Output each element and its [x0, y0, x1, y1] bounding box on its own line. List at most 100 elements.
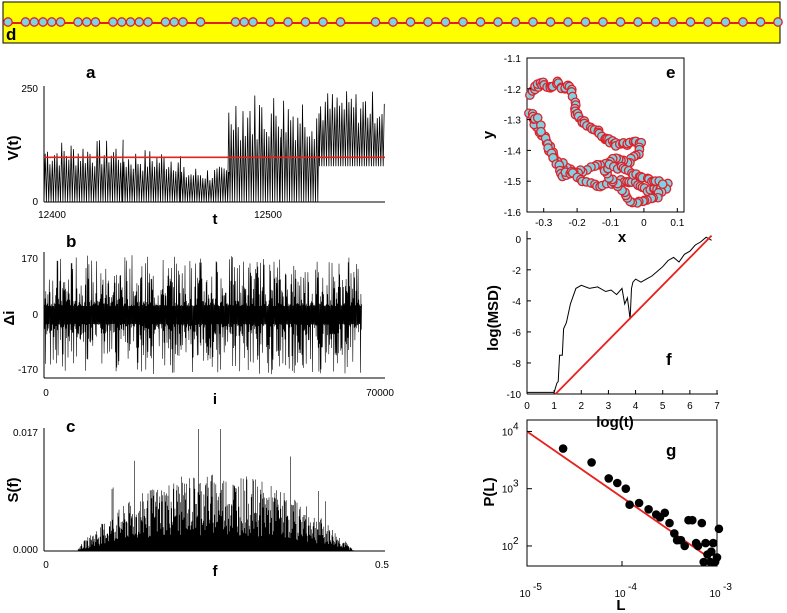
a-ylabel: V(t) — [5, 136, 22, 161]
a-xtick-label: 12500 — [254, 210, 282, 221]
panel-b: b 170 0 -170 0 70000 i Δi — [1, 232, 394, 408]
panel-letter-d: d — [6, 25, 16, 44]
strip-dot — [29, 17, 40, 27]
e-ytick-label: -1.1 — [504, 54, 522, 65]
strip-dot — [580, 17, 591, 27]
f-yticks: 0 -2 -4 -6 -8 -10 — [507, 235, 531, 401]
strip-dot — [510, 17, 521, 27]
strip-dot — [3, 17, 13, 27]
c-spectrum — [77, 429, 355, 551]
f-xtick-label: 5 — [660, 401, 666, 412]
strip-dot — [90, 17, 101, 27]
g-point — [625, 500, 634, 510]
strip-dot — [475, 17, 486, 27]
e-point — [536, 126, 546, 137]
strip-dot — [738, 17, 748, 27]
f-ytick-label: -6 — [512, 328, 521, 339]
e-ytick-label: -1.2 — [504, 85, 522, 96]
strip-dot — [178, 17, 188, 27]
b-ytick-label: -170 — [18, 365, 38, 376]
f-xtick-label: 6 — [687, 401, 693, 412]
strip-dot — [458, 17, 468, 27]
a-xtick-label: 12400 — [38, 210, 66, 221]
g-ytick-exp: 4 — [513, 421, 519, 432]
g-point — [613, 478, 622, 488]
g-ytick-exp: 2 — [513, 536, 519, 547]
g-xtick-base: 10 — [614, 589, 626, 600]
c-ytick-label: 0.017 — [13, 428, 38, 439]
strip-dot — [335, 17, 346, 27]
c-xlabel: f — [213, 563, 219, 580]
strip-dot — [318, 17, 328, 27]
f-xtick-label: 4 — [633, 401, 639, 412]
a-ytick-label: 0 — [32, 197, 38, 208]
panel-f: f 0 -2 -4 -6 -8 -10 0 1 2 3 4 5 6 7 log(t) log(MSD) — [485, 231, 720, 431]
g-point — [665, 518, 674, 528]
g-point — [707, 547, 716, 556]
e-ytick-label: -1.6 — [504, 208, 522, 219]
e-trajectory — [524, 76, 673, 208]
c-ytick-label: 0.000 — [13, 545, 38, 556]
strip-dot — [633, 17, 643, 27]
strip-dot — [668, 17, 678, 27]
g-point — [634, 498, 644, 508]
e-xlabel: x — [618, 229, 627, 246]
g-ytick-base: 10 — [502, 542, 514, 553]
strip-dot — [493, 17, 503, 27]
panel-a: a 250 0 12400 12500 t V(t) — [5, 63, 385, 228]
e-yticks: -1.1 -1.2 -1.3 -1.4 -1.5 -1.6 — [504, 54, 531, 219]
strip-dot — [160, 17, 171, 27]
panel-e: e -1.1 -1.2 -1.3 -1.4 -1.5 -1.6 -0.3 -0.2 -0.1 0… — [480, 54, 685, 246]
a-xlabel: t — [213, 211, 218, 228]
strip-dot — [143, 17, 153, 27]
strip-dots — [3, 17, 783, 27]
strip-dot — [195, 17, 206, 27]
strip-dot — [248, 17, 258, 27]
c-xtick-label: 0 — [43, 560, 49, 571]
f-ytick-label: -4 — [512, 297, 521, 308]
strip-dot — [370, 17, 381, 27]
a-ytick-label: 250 — [21, 84, 38, 95]
strip-dot — [230, 17, 241, 27]
c-ylabel: S(f) — [5, 478, 22, 503]
g-point — [706, 557, 715, 567]
strip-dot — [563, 17, 573, 27]
b-xtick-label: 70000 — [366, 388, 394, 399]
strip-dot — [423, 17, 433, 27]
strip-dot — [20, 17, 31, 27]
g-xticks: 10-510-410-3 — [519, 561, 732, 600]
strip-dot — [116, 17, 127, 27]
f-xticks: 0 1 2 3 4 5 6 7 — [524, 390, 720, 412]
strip-dot — [108, 17, 118, 27]
g-fit-line — [526, 430, 718, 564]
e-xtick-label: 0.1 — [670, 218, 684, 229]
f-fit-line — [554, 235, 713, 395]
a-series-line — [43, 91, 385, 203]
f-ytick-label: 0 — [515, 235, 521, 246]
e-frame — [526, 57, 685, 213]
g-powerlaw-plot — [526, 430, 724, 567]
g-xlabel: L — [616, 597, 625, 613]
g-point — [621, 484, 631, 494]
panel-letter-c: c — [66, 417, 75, 436]
g-xtick-base: 10 — [709, 589, 721, 600]
strip-dot — [38, 17, 48, 27]
b-trace — [43, 255, 362, 375]
strip-dot — [685, 17, 696, 27]
e-ytick-label: -1.4 — [504, 146, 522, 157]
e-xtick-label: -0.1 — [602, 218, 620, 229]
e-xtick-label: -0.2 — [568, 218, 586, 229]
c-xtick-label: 0.5 — [375, 560, 389, 571]
e-ytick-label: -1.5 — [504, 177, 522, 188]
panel-letter-a: a — [86, 63, 96, 82]
b-ytick-label: 0 — [32, 310, 38, 321]
strip-dot — [773, 17, 783, 27]
e-xticks: -0.3 -0.2 -0.1 0 0.1 — [535, 208, 685, 229]
g-point — [693, 541, 703, 551]
panel-c: c 0.017 0.000 0 0.5 f S(f) — [5, 417, 389, 580]
g-point — [699, 557, 708, 567]
panel-letter-e: e — [666, 63, 675, 82]
